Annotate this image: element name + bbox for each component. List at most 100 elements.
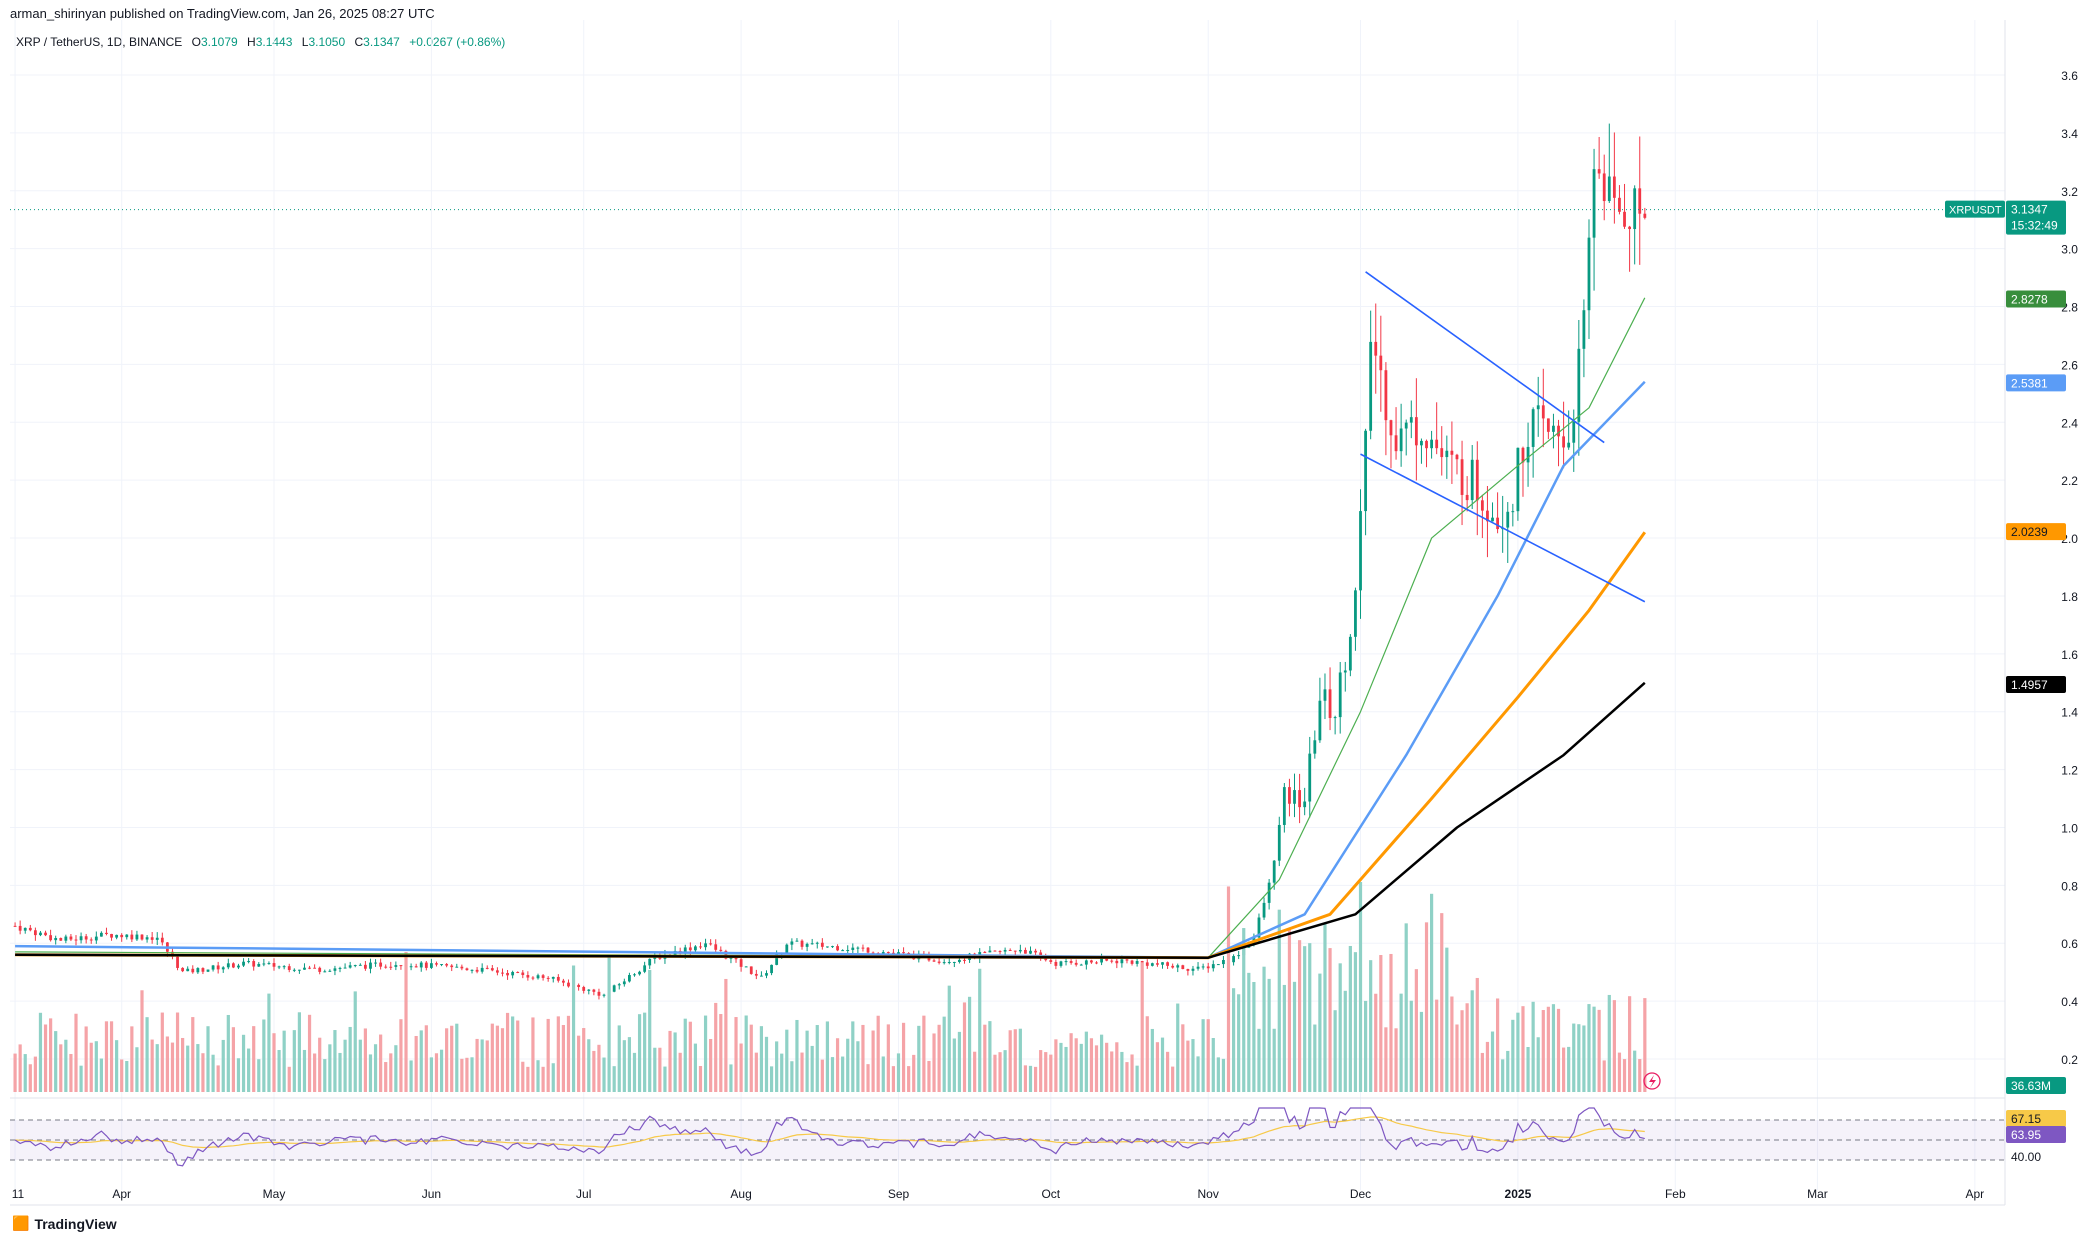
tradingview-logo[interactable]: 🟧 TradingView xyxy=(12,1215,117,1232)
candle-body xyxy=(582,987,586,991)
candle-body xyxy=(333,968,337,971)
candle-body xyxy=(765,973,768,976)
candle-body xyxy=(800,940,804,947)
volume-bars xyxy=(13,882,1647,1092)
candle-body xyxy=(1389,420,1393,436)
trendline xyxy=(1365,271,1605,444)
volume-bar xyxy=(1546,1006,1550,1092)
volume-bar xyxy=(561,1025,566,1092)
price-tag-bg xyxy=(2006,1077,2066,1094)
volume-bar xyxy=(1023,1065,1028,1092)
candle-body xyxy=(252,961,256,967)
volume-bar xyxy=(109,1021,114,1092)
volume-bar xyxy=(419,1030,423,1092)
current-price-value: 3.1347 xyxy=(2011,203,2048,217)
volume-bar xyxy=(54,1031,58,1092)
price-tag-text: 2.0239 xyxy=(2011,525,2048,539)
volume-bar xyxy=(236,1058,241,1092)
candle-body xyxy=(562,980,565,983)
candle-body xyxy=(861,947,865,949)
candle-body xyxy=(120,934,124,938)
x-tick-label: Oct xyxy=(1041,1187,1060,1201)
volume-bar xyxy=(409,1060,413,1092)
volume-bar xyxy=(1374,993,1378,1092)
volume-bar xyxy=(252,1026,256,1092)
price-tag-text: 2.5381 xyxy=(2011,376,2048,390)
candle-body xyxy=(1039,952,1043,957)
volume-bar xyxy=(38,1012,43,1092)
volume-bar xyxy=(1622,1059,1627,1092)
volume-bar xyxy=(1531,1001,1535,1092)
y-tick-label: 2.4000 xyxy=(2061,416,2078,430)
candle-body xyxy=(556,976,560,981)
candle-body xyxy=(110,933,113,938)
volume-bar xyxy=(257,1059,261,1092)
volume-bar xyxy=(1369,960,1373,1092)
volume-bar xyxy=(957,1031,962,1092)
candle-body xyxy=(135,934,139,940)
candle-body xyxy=(389,966,393,968)
x-tick-label: 2025 xyxy=(1505,1187,1532,1201)
candle-body xyxy=(734,957,738,960)
volume-bar xyxy=(490,1023,494,1092)
candle-body xyxy=(64,936,68,941)
x-tick-label: Nov xyxy=(1198,1187,1219,1201)
candle-body xyxy=(303,967,306,970)
candle-body xyxy=(866,947,870,953)
candle-body xyxy=(1034,950,1037,953)
volume-bar xyxy=(302,1049,307,1092)
candle-body xyxy=(754,973,758,976)
volume-bar xyxy=(297,1012,301,1092)
candle-body xyxy=(1450,450,1454,455)
ma-line-ma-20 xyxy=(15,297,1646,959)
volume-bar xyxy=(328,1044,332,1092)
volume-bar xyxy=(1429,893,1434,1092)
volume-bar xyxy=(1099,1034,1104,1092)
volume-bar xyxy=(145,1017,149,1092)
volume-bar xyxy=(536,1060,540,1092)
volume-bar xyxy=(1059,1042,1063,1092)
candle-body xyxy=(1272,860,1276,883)
candle-body xyxy=(328,970,332,972)
ma50-price-tag: 2.5381 xyxy=(2006,374,2066,392)
candle-body xyxy=(536,975,540,979)
volume-bar xyxy=(480,1039,484,1092)
volume-bar xyxy=(267,993,271,1092)
volume-bar xyxy=(1343,990,1347,1092)
candle-body xyxy=(247,961,251,963)
volume-bar xyxy=(211,1054,215,1092)
candle-body xyxy=(1090,960,1093,963)
candle-body xyxy=(1018,949,1022,952)
candle-body xyxy=(1222,959,1225,965)
volume-bar xyxy=(1521,1006,1525,1092)
candle-body xyxy=(465,968,469,971)
candle-body xyxy=(851,947,855,950)
candle-body xyxy=(140,934,144,940)
candle-body xyxy=(1293,790,1296,804)
candle-body xyxy=(160,937,164,943)
candle-body xyxy=(1150,963,1154,966)
volume-bar xyxy=(470,1057,474,1092)
volume-bar xyxy=(1297,940,1302,1092)
volume-bar xyxy=(1308,943,1312,1092)
volume-bar xyxy=(69,1053,73,1092)
volume-bar xyxy=(764,1036,769,1092)
candle-body xyxy=(201,968,205,972)
volume-bar xyxy=(1277,909,1281,1092)
rsi-pane xyxy=(10,1107,2005,1167)
volume-bar xyxy=(313,1053,317,1092)
candle-body xyxy=(186,968,190,972)
volume-bar xyxy=(389,1053,393,1092)
volume-bar xyxy=(216,1065,220,1092)
candle-body xyxy=(775,954,779,965)
candle-body xyxy=(1643,213,1647,218)
candle-body xyxy=(115,934,119,938)
volume-bar xyxy=(1485,1041,1490,1092)
ma-line-ma-50 xyxy=(15,380,1646,959)
x-tick-label: Sep xyxy=(888,1187,910,1201)
volume-bar xyxy=(1455,1024,1459,1092)
candle-body xyxy=(760,975,763,977)
candle-body xyxy=(480,967,484,972)
candle-body xyxy=(937,961,941,963)
